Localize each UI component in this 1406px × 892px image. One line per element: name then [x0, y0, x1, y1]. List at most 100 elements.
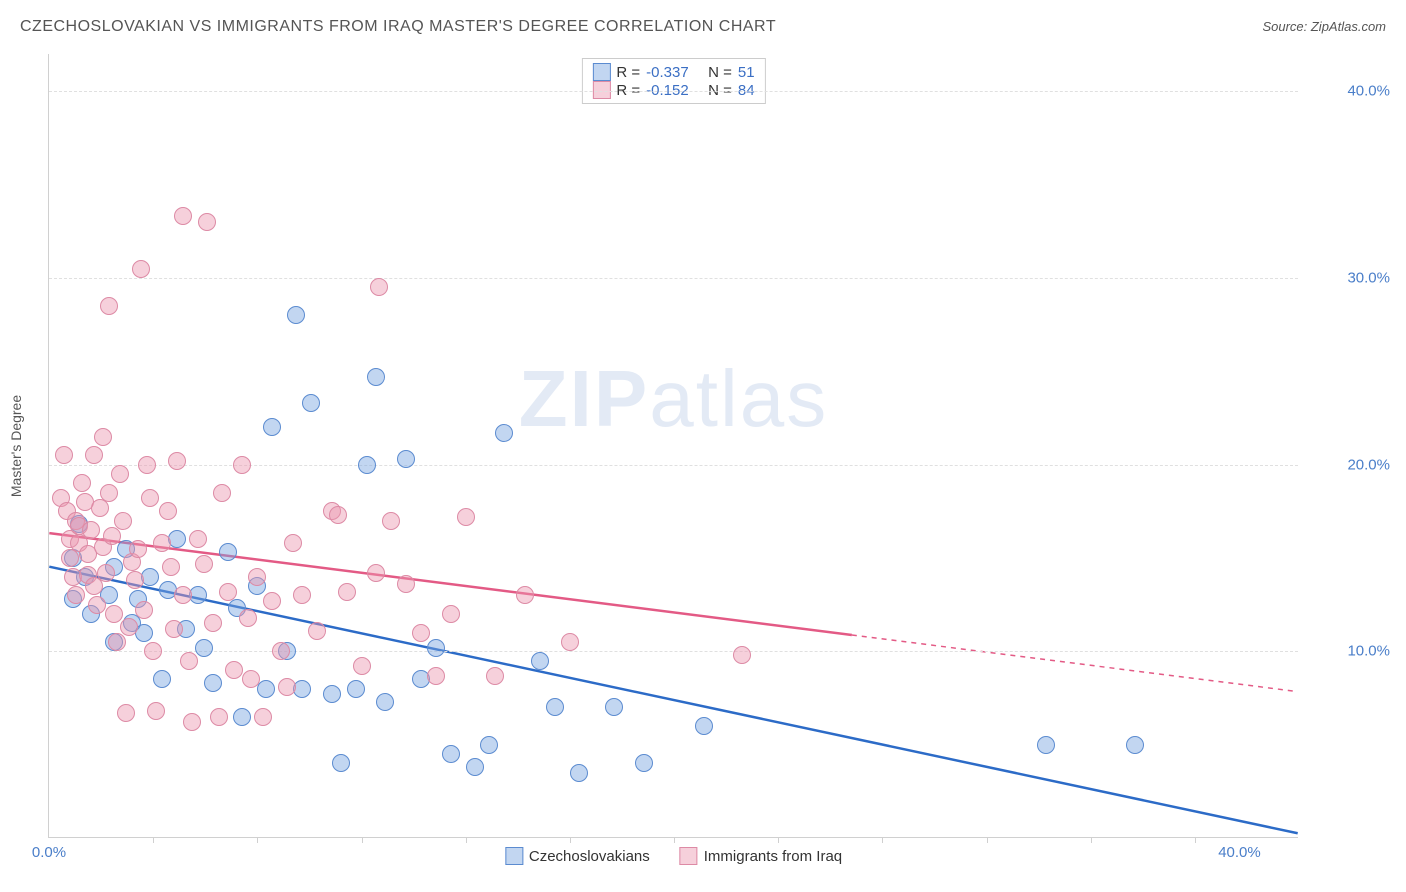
scatter-point	[67, 586, 85, 604]
scatter-point	[570, 764, 588, 782]
scatter-point	[73, 474, 91, 492]
scatter-point	[233, 708, 251, 726]
scatter-point	[248, 568, 266, 586]
scatter-point	[219, 583, 237, 601]
scatter-point	[367, 564, 385, 582]
scatter-point	[126, 571, 144, 589]
scatter-point	[129, 540, 147, 558]
legend-correlation-box: R =-0.337N =51R = -0.152 N = 84	[581, 58, 765, 104]
scatter-point	[138, 456, 156, 474]
scatter-point	[55, 446, 73, 464]
legend-swatch	[505, 847, 523, 865]
legend-label: Czechoslovakians	[529, 848, 650, 865]
gridline	[49, 91, 1298, 92]
scatter-point	[114, 512, 132, 530]
scatter-point	[159, 502, 177, 520]
scatter-point	[183, 713, 201, 731]
scatter-point	[100, 484, 118, 502]
xtick-mark	[674, 837, 675, 843]
scatter-point	[605, 698, 623, 716]
stat-r-value: -0.152	[646, 82, 702, 99]
chart-title: CZECHOSLOVAKIAN VS IMMIGRANTS FROM IRAQ …	[20, 18, 776, 36]
xtick-mark	[1091, 837, 1092, 843]
scatter-point	[427, 667, 445, 685]
legend-swatch	[592, 81, 610, 99]
xtick-label: 0.0%	[32, 844, 66, 861]
scatter-point	[427, 639, 445, 657]
scatter-point	[97, 564, 115, 582]
stat-n-value: 51	[738, 64, 755, 81]
scatter-point	[293, 586, 311, 604]
scatter-point	[329, 506, 347, 524]
scatter-point	[135, 601, 153, 619]
xtick-mark	[153, 837, 154, 843]
legend-stat-row: R =-0.337N =51	[592, 63, 754, 81]
stat-r-label: R =	[616, 82, 640, 99]
xtick-mark	[987, 837, 988, 843]
scatter-point	[189, 530, 207, 548]
legend-series: Czechoslovakians Immigrants from Iraq	[505, 847, 842, 865]
ytick-label: 10.0%	[1310, 643, 1390, 660]
scatter-point	[225, 661, 243, 679]
watermark: ZIPatlas	[519, 353, 828, 445]
stat-n-label: N =	[708, 82, 732, 99]
scatter-point	[516, 586, 534, 604]
scatter-point	[204, 674, 222, 692]
legend-label: Immigrants from Iraq	[704, 848, 842, 865]
scatter-point	[120, 618, 138, 636]
xtick-mark	[1195, 837, 1196, 843]
scatter-point	[382, 512, 400, 530]
legend-item: Czechoslovakians	[505, 847, 650, 865]
stat-n-value: 84	[738, 82, 755, 99]
scatter-point	[480, 736, 498, 754]
xtick-label: 40.0%	[1218, 844, 1261, 861]
scatter-point	[153, 534, 171, 552]
xtick-mark	[778, 837, 779, 843]
scatter-point	[733, 646, 751, 664]
scatter-point	[103, 527, 121, 545]
stat-r-label: R =	[616, 64, 640, 81]
scatter-point	[117, 704, 135, 722]
scatter-point	[105, 605, 123, 623]
scatter-point	[263, 592, 281, 610]
scatter-point	[82, 521, 100, 539]
scatter-point	[108, 633, 126, 651]
scatter-point	[308, 622, 326, 640]
scatter-point	[272, 642, 290, 660]
scatter-point	[132, 260, 150, 278]
xtick-mark	[466, 837, 467, 843]
scatter-point	[153, 670, 171, 688]
scatter-point	[111, 465, 129, 483]
scatter-point	[144, 642, 162, 660]
xtick-mark	[257, 837, 258, 843]
scatter-point	[198, 213, 216, 231]
scatter-point	[180, 652, 198, 670]
scatter-point	[370, 278, 388, 296]
xtick-mark	[570, 837, 571, 843]
scatter-point	[213, 484, 231, 502]
scatter-point	[635, 754, 653, 772]
scatter-point	[332, 754, 350, 772]
scatter-point	[165, 620, 183, 638]
scatter-point	[204, 614, 222, 632]
scatter-point	[219, 543, 237, 561]
title-bar: CZECHOSLOVAKIAN VS IMMIGRANTS FROM IRAQ …	[20, 18, 1386, 36]
scatter-point	[141, 489, 159, 507]
scatter-point	[210, 708, 228, 726]
scatter-point	[94, 428, 112, 446]
scatter-point	[239, 609, 257, 627]
scatter-point	[1037, 736, 1055, 754]
scatter-point	[457, 508, 475, 526]
scatter-point	[376, 693, 394, 711]
scatter-point	[242, 670, 260, 688]
scatter-point	[195, 639, 213, 657]
scatter-point	[233, 456, 251, 474]
scatter-point	[561, 633, 579, 651]
scatter-point	[263, 418, 281, 436]
scatter-point	[257, 680, 275, 698]
scatter-point	[442, 745, 460, 763]
legend-item: Immigrants from Iraq	[680, 847, 842, 865]
scatter-point	[1126, 736, 1144, 754]
scatter-point	[287, 306, 305, 324]
scatter-point	[254, 708, 272, 726]
